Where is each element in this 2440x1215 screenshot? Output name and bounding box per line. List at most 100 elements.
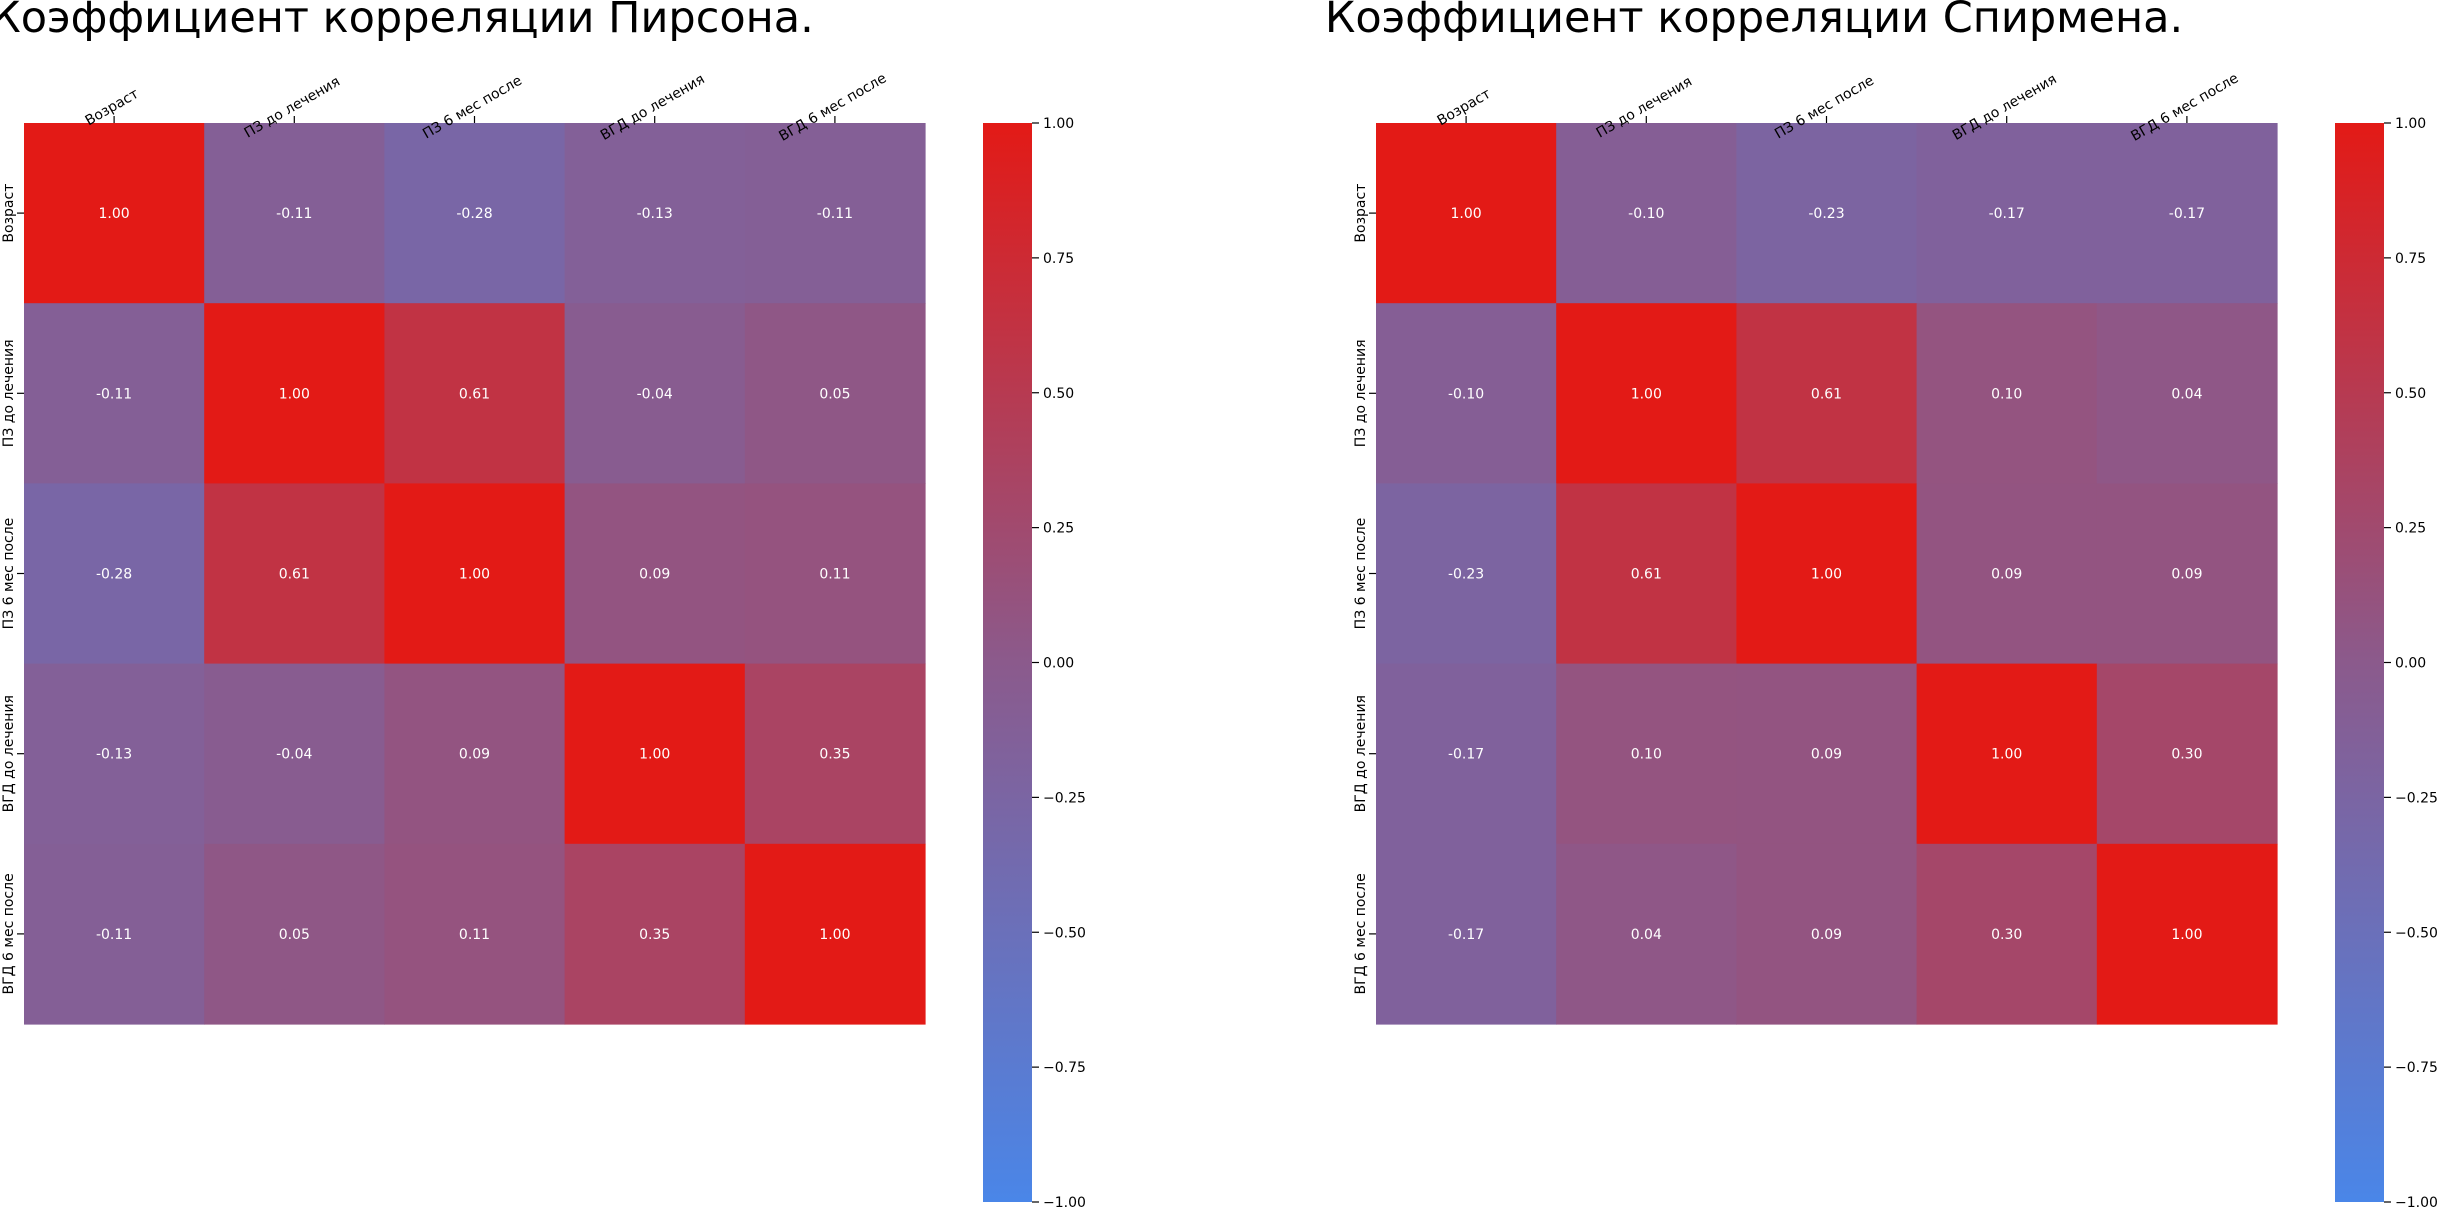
colorbar-tick-label: −0.25 xyxy=(2395,790,2438,806)
heatmap-cell xyxy=(564,843,746,1025)
cell-value-label: 0.61 xyxy=(1811,386,1842,402)
cell-value-label: -0.11 xyxy=(96,927,132,943)
heatmap-cell xyxy=(24,843,205,1025)
heatmap-panel-1: Коэффициент корреляции Пирсона. 1.00 -0.11… xyxy=(0,0,1086,1211)
cell-value-label: 0.61 xyxy=(459,386,490,402)
cell-value-label: -0.17 xyxy=(1448,927,1484,943)
cell-value-label: 1.00 xyxy=(279,386,310,402)
colorbar-tick-label: −0.75 xyxy=(2395,1060,2438,1076)
colorbar-tick-label: −1.00 xyxy=(1043,1195,1086,1210)
colorbar-tick-label: 0.25 xyxy=(2395,521,2426,537)
heatmap-cell xyxy=(744,123,926,304)
colorbar-tick-label: 0.50 xyxy=(2395,386,2426,402)
cell-value-label: 0.11 xyxy=(459,927,490,943)
cell-value-label: -0.11 xyxy=(96,386,132,402)
colorbar-tick-label: −0.25 xyxy=(1043,790,1086,806)
cell-value-label: 0.09 xyxy=(1991,567,2022,583)
colorbar-tick-label: 0.25 xyxy=(1043,521,1074,537)
heatmap-cell xyxy=(204,483,385,665)
heatmap-cell xyxy=(1556,843,1737,1025)
heatmap-cell xyxy=(1916,303,2098,484)
cell-value-label: 0.05 xyxy=(279,927,310,943)
heatmap-cell xyxy=(1736,843,1918,1025)
heatmap-cell xyxy=(744,843,926,1025)
cell-value-label: -0.23 xyxy=(1448,567,1484,583)
y-tick-label: ВГД до лечения xyxy=(1353,695,1369,812)
cell-value-label: -0.28 xyxy=(96,567,132,583)
heatmap-cell xyxy=(2096,483,2278,665)
y-tick-label: ПЗ 6 мес после xyxy=(1,518,17,630)
colorbar-tick-label: 0.75 xyxy=(1043,251,1074,267)
heatmap-cell xyxy=(1916,483,2098,665)
y-tick-label: ВГД до лечения xyxy=(1,695,17,812)
heatmap-cell xyxy=(1376,483,1557,665)
cell-value-label: -0.13 xyxy=(96,747,132,763)
heatmap-cell xyxy=(1736,303,1918,484)
cell-value-label: 0.04 xyxy=(1631,927,1662,943)
heatmap-cell xyxy=(24,663,205,845)
heatmap-cell xyxy=(564,483,746,665)
cell-value-label: -0.17 xyxy=(1989,206,2025,222)
heatmap-cell xyxy=(1736,483,1918,665)
cell-value-label: 0.09 xyxy=(1811,747,1842,763)
heatmap-cell xyxy=(2096,843,2278,1025)
heatmap-cell xyxy=(1556,483,1737,665)
heatmap-cell xyxy=(1556,303,1737,484)
heatmap-cell xyxy=(1916,663,2098,845)
cell-value-label: 1.00 xyxy=(99,206,130,222)
cell-value-label: 0.09 xyxy=(459,747,490,763)
cell-value-label: 0.30 xyxy=(2171,747,2202,763)
cell-value-label: 1.00 xyxy=(459,567,490,583)
cell-value-label: -0.17 xyxy=(1448,747,1484,763)
colorbar-tick-label: 0.00 xyxy=(1043,656,1074,672)
heatmap-cell xyxy=(744,663,926,845)
cell-value-label: 0.09 xyxy=(1811,927,1842,943)
cell-value-label: -0.10 xyxy=(1628,206,1664,222)
heatmap-cell xyxy=(744,483,926,665)
colorbar-tick-label: −0.75 xyxy=(1043,1060,1086,1076)
cell-value-label: 0.61 xyxy=(1631,567,1662,583)
cell-value-label: 0.61 xyxy=(279,567,310,583)
cell-value-label: 0.09 xyxy=(639,567,670,583)
heatmap-cell xyxy=(2096,303,2278,484)
cell-value-label: 1.00 xyxy=(1991,747,2022,763)
cell-value-label: 1.00 xyxy=(1451,206,1482,222)
heatmap-cell xyxy=(384,843,566,1025)
cell-value-label: 0.11 xyxy=(819,567,850,583)
heatmap-cell xyxy=(204,123,385,304)
colorbar-tick-label: −0.50 xyxy=(2395,925,2438,941)
colorbar-tick-label: 0.00 xyxy=(2395,656,2426,672)
heatmap-cell xyxy=(2096,663,2278,845)
y-tick-label: ПЗ 6 мес после xyxy=(1353,518,1369,630)
cell-value-label: 0.35 xyxy=(819,747,850,763)
colorbar-tick-label: −1.00 xyxy=(2395,1195,2438,1210)
x-tick-label: Возраст xyxy=(83,86,142,129)
heatmap-cell xyxy=(204,843,385,1025)
y-tick-label: ПЗ до лечения xyxy=(1,339,17,447)
y-tick-label: Возраст xyxy=(1,184,17,243)
heatmap-cell xyxy=(24,123,205,304)
heatmap-cell xyxy=(24,303,205,484)
cell-value-label: -0.28 xyxy=(456,206,492,222)
colorbar-tick-label: −0.50 xyxy=(1043,925,1086,941)
colorbar xyxy=(2335,123,2384,1202)
heatmap-cell xyxy=(384,123,566,304)
heatmap-cell xyxy=(384,483,566,665)
cell-value-label: 0.30 xyxy=(1991,927,2022,943)
heatmap-cell xyxy=(564,303,746,484)
heatmap-cell xyxy=(384,303,566,484)
heatmap-cell xyxy=(1376,663,1557,845)
heatmap-cell xyxy=(564,123,746,304)
y-tick-label: ВГД 6 мес после xyxy=(1,873,17,994)
heatmap-cell xyxy=(204,663,385,845)
heatmap-cell xyxy=(1376,843,1557,1025)
y-tick-label: ВГД 6 мес после xyxy=(1353,873,1369,994)
heatmap-cell xyxy=(24,483,205,665)
cell-value-label: -0.11 xyxy=(276,206,312,222)
heatmap-cell xyxy=(1916,843,2098,1025)
cell-value-label: 1.00 xyxy=(1811,567,1842,583)
heatmap-cell xyxy=(384,663,566,845)
cell-value-label: -0.04 xyxy=(276,747,312,763)
